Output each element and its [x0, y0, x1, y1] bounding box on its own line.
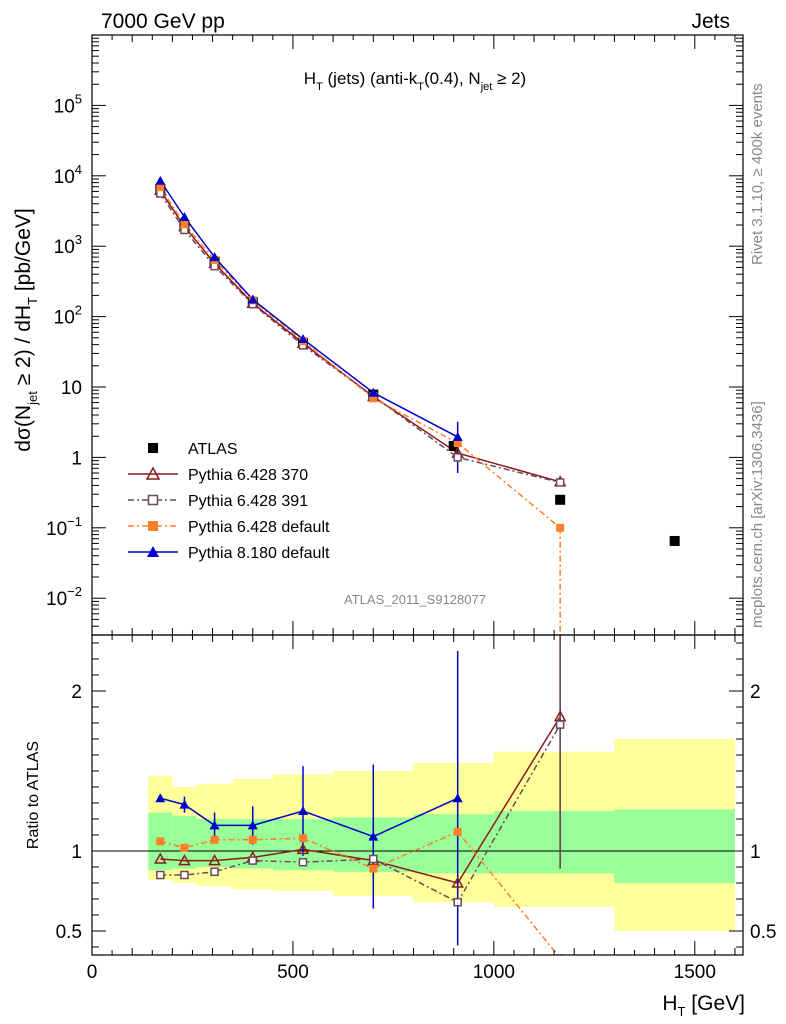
- data-point: [555, 494, 566, 505]
- ratio-point: [368, 831, 379, 841]
- data-point: [180, 220, 189, 229]
- ratio-line: [160, 830, 559, 955]
- ratio-point: [453, 897, 462, 907]
- y-tick-label: 102: [54, 303, 82, 329]
- y-tick-label: 10−2: [46, 584, 82, 610]
- axes: 0 500 1000 1500 10−2 10−1 1 10 102 103 104 105 0.5 0.…: [46, 34, 776, 983]
- main-series: [154, 175, 680, 635]
- data-point: [369, 394, 378, 403]
- ratio-point: [155, 793, 166, 803]
- data-point: [209, 252, 220, 262]
- ratio-line: [160, 724, 561, 904]
- ratio-point: [210, 867, 219, 877]
- ratio-tick-label-left: 2: [71, 682, 82, 703]
- ratio-tick-label-right: 0.5: [750, 922, 776, 943]
- data-point: [155, 175, 166, 185]
- ratio-point: [296, 842, 310, 855]
- y-tick-label: 104: [54, 162, 82, 188]
- x-tick-label: 0: [87, 962, 98, 983]
- ratio-axis-label: Ratio to ATLAS: [25, 741, 42, 849]
- data-point: [453, 453, 462, 462]
- ratio-series: [92, 635, 743, 955]
- series-line: [159, 193, 561, 484]
- ratio-point: [555, 720, 565, 729]
- ratio-point: [248, 856, 257, 865]
- ratio-point: [452, 793, 463, 803]
- data-point: [556, 523, 565, 532]
- ratio-point: [451, 876, 464, 888]
- y-tick-label: 103: [54, 232, 82, 258]
- x-tick-label: 1000: [473, 962, 515, 983]
- header-right: Jets: [691, 10, 730, 33]
- data-point: [179, 211, 190, 221]
- data-point: [669, 535, 680, 546]
- rivet-label: Rivet 3.1.10, ≥ 400k events: [749, 83, 766, 265]
- legend-label: Pythia 6.428 370: [188, 467, 308, 484]
- chart-title: HT (jets) (anti-kT(0.4), Njet ≥ 2): [304, 69, 526, 93]
- legend-marker: [147, 494, 159, 506]
- y-tick-label: 105: [54, 91, 82, 117]
- ratio-line: [160, 716, 561, 884]
- y-axis-label: dσ(Njet ≥ 2) / dHT [pb/GeV]: [12, 208, 40, 451]
- data-point: [247, 294, 258, 304]
- data-point: [368, 387, 379, 397]
- analysis-id: ATLAS_2011_S9128077: [344, 592, 486, 607]
- ratio-point: [154, 852, 167, 864]
- x-axis-label: HT [GeV]: [662, 992, 745, 1019]
- mcplots-label: mcplots.cern.ch [arXiv:1306.3436]: [749, 401, 766, 628]
- ratio-point: [180, 870, 189, 880]
- legend-marker: [148, 521, 158, 531]
- ratio-tick-label-right: 1: [750, 842, 761, 863]
- legend-label: ATLAS: [188, 441, 238, 458]
- ratio-point: [180, 843, 189, 852]
- ratio-frame: [91, 634, 744, 956]
- data-point: [156, 183, 165, 192]
- legend-marker: [147, 546, 159, 557]
- series-line: [159, 189, 561, 483]
- ratio-tick-label-left: 1: [71, 842, 82, 863]
- ratio-tick-label-right: 2: [750, 682, 761, 703]
- main-plot-area: [154, 175, 680, 635]
- legend-label: Pythia 6.428 default: [188, 519, 330, 536]
- legend-marker: [148, 443, 158, 453]
- ratio-point: [156, 870, 165, 880]
- ratio-point: [297, 806, 308, 815]
- legend-label: Pythia 6.428 391: [188, 493, 308, 510]
- ratio-point: [209, 820, 220, 830]
- ratio-point: [210, 835, 219, 844]
- ratio-point: [369, 864, 378, 873]
- data-point: [555, 478, 565, 487]
- data-point: [453, 439, 462, 448]
- data-point: [452, 431, 463, 441]
- series-line: [159, 180, 459, 438]
- y-tick-label: 10−1: [46, 514, 82, 540]
- ratio-point: [156, 837, 165, 846]
- ratio-point: [298, 857, 308, 867]
- ratio-point: [298, 834, 307, 843]
- y-tick-label: 10: [61, 378, 82, 399]
- x-tick-label: 1500: [674, 962, 716, 983]
- header-left: 7000 GeV pp: [101, 10, 225, 33]
- ratio-tick-label-left: 0.5: [56, 922, 82, 943]
- y-tick-label: 1: [71, 448, 82, 469]
- ratio-point: [179, 799, 190, 809]
- ratio-point: [453, 827, 462, 836]
- ratio-bands: [148, 739, 735, 931]
- ratio-point: [247, 820, 258, 830]
- ratio-plot-area: [92, 635, 743, 955]
- uncertainty-band-inner: [614, 809, 735, 883]
- uncertainty-band-inner: [493, 811, 615, 874]
- ratio-point: [178, 854, 191, 866]
- data-point: [297, 334, 308, 344]
- ratio-point: [369, 854, 378, 864]
- x-tick-label: 500: [277, 962, 309, 983]
- legend-label: Pythia 8.180 default: [188, 545, 330, 562]
- legend-marker: [145, 466, 161, 480]
- ratio-point: [248, 835, 257, 844]
- ratio-point: [208, 854, 221, 866]
- data-point: [448, 441, 459, 452]
- legend: ATLAS Pythia 6.428 370 Pythia 6.428 391 Pyt…: [128, 441, 330, 562]
